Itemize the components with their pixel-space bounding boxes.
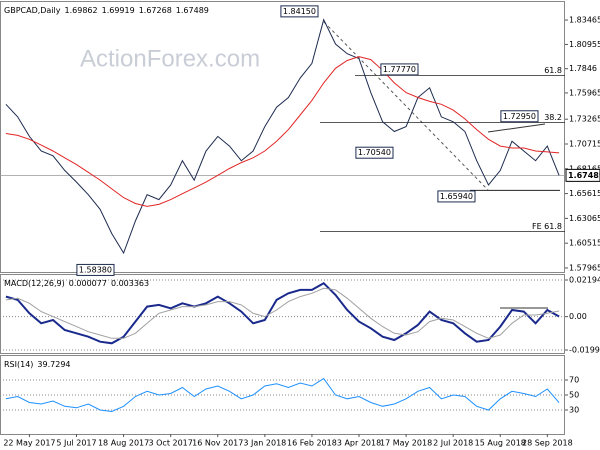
panel-header: MACD(12,26,9) 0.000077 0.003363 (4, 279, 149, 288)
panel-title: MACD(12,26,9) (4, 279, 65, 288)
annotation-box (380, 63, 419, 76)
header-value: 1.69862 (65, 6, 98, 15)
last-price-label: 1.67489 (568, 171, 600, 180)
y-tick-label: 1.57965 (569, 263, 600, 272)
y-tick-label: -0.019995 (569, 346, 600, 355)
x-tick-label: 15 Aug 2018 (475, 439, 526, 448)
annotation-box (437, 190, 476, 203)
annotation-box (76, 263, 115, 276)
y-tick-label: 1.73265 (569, 115, 600, 124)
x-tick-label: 16 Feb 2018 (287, 439, 337, 448)
x-tick-label: 16 Nov 2017 (192, 439, 243, 448)
annotation-label: 1.65940 (440, 192, 473, 201)
y-tick-label: 1.7846 (569, 64, 597, 73)
level-label: 38.2 (544, 113, 562, 122)
x-tick-label: 3 Apr 2018 (337, 439, 381, 448)
y-tick-label: 1.60515 (569, 239, 600, 248)
x-tick-label: 28 Sep 2018 (522, 439, 573, 448)
series-line (5, 287, 560, 339)
watermark: ActionForex.com (80, 45, 260, 72)
panel-header: GBPCAD,Daily 1.69862 1.69919 1.67268 1.67489 (4, 6, 209, 15)
x-tick-label: 3 Oct 2017 (148, 439, 192, 448)
y-tick-label: 1.63065 (569, 214, 600, 223)
header-value: 0.000077 (69, 279, 107, 288)
annotation-label: 1.58380 (79, 265, 112, 274)
series-line (5, 56, 560, 207)
annotation-label: 1.70540 (358, 148, 391, 157)
x-tick-label: 5 Jul 2017 (56, 439, 96, 448)
panel-title: RSI(14) (4, 360, 33, 369)
level-label: FE 61.8 (532, 222, 562, 231)
header-value: 39.7294 (37, 360, 70, 369)
header-value: 1.69919 (102, 6, 135, 15)
y-tick-label: 1.70715 (569, 140, 600, 149)
y-tick-label: 30 (569, 406, 579, 415)
x-tick-label: 18 Aug 2017 (98, 439, 149, 448)
y-tick-label: 1.68165 (569, 164, 600, 173)
price-panel (0, 1, 565, 273)
trend-line (323, 21, 489, 191)
y-tick-label: 70 (569, 376, 579, 385)
annotation-box (280, 5, 319, 18)
panel-title: GBPCAD,Daily (4, 6, 61, 15)
series-line (5, 377, 560, 413)
y-tick-label: 1.65615 (569, 189, 600, 198)
annotation-label: 1.77770 (383, 65, 416, 74)
annotation-box (500, 110, 539, 123)
annotation-label: 1.72950 (503, 112, 536, 121)
y-tick-label: 50 (569, 391, 579, 400)
panel-header: RSI(14) 39.7294 (4, 360, 71, 369)
y-tick-label: 0.00 (569, 312, 587, 321)
annotation-label: 1.84150 (283, 7, 316, 16)
series-line (5, 281, 560, 345)
y-tick-label: 1.83465 (569, 16, 600, 25)
level-label: 61.8 (544, 66, 562, 75)
macd-panel (0, 274, 565, 354)
x-tick-label: 22 May 2017 (3, 439, 55, 448)
annotation-box (355, 146, 394, 159)
header-value: 1.67268 (139, 6, 172, 15)
last-price-box (565, 168, 600, 182)
trend-line (487, 123, 546, 133)
header-value: 0.003363 (111, 279, 149, 288)
y-tick-label: 1.75965 (569, 88, 600, 97)
series-line (5, 18, 560, 255)
x-tick-label: 17 May 2018 (380, 439, 432, 448)
y-tick-label: 0.021949 (569, 275, 600, 284)
y-tick-label: 1.80955 (569, 40, 600, 49)
x-tick-label: 2 Jul 2018 (433, 439, 473, 448)
x-tick-label: 3 Jan 2018 (243, 439, 286, 448)
header-value: 1.67489 (176, 6, 209, 15)
